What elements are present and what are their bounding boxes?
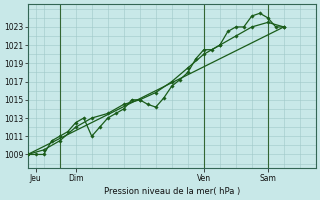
X-axis label: Pression niveau de la mer( hPa ): Pression niveau de la mer( hPa ) bbox=[104, 187, 240, 196]
